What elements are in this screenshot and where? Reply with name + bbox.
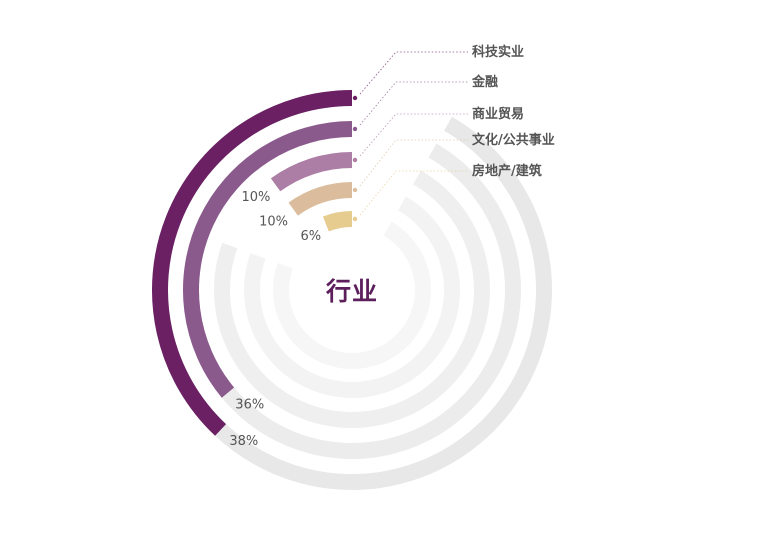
legend-label: 商业贸易	[472, 106, 524, 122]
legend-label: 房地产/建筑	[472, 163, 542, 179]
value-label: 38%	[229, 434, 258, 449]
legend-leader	[359, 170, 468, 216]
bar-商业贸易	[270, 152, 353, 192]
legend-dot	[352, 187, 358, 193]
value-label: 36%	[235, 398, 264, 413]
legend-dot	[352, 95, 358, 101]
legend-label: 文化/公共事业	[472, 132, 555, 148]
bar-房地产/建筑	[322, 211, 353, 232]
ring-track	[273, 221, 431, 369]
chart-title: 行业	[325, 277, 378, 306]
legend-dot	[352, 216, 358, 222]
ring-bars	[152, 90, 353, 436]
bar-金融	[183, 121, 353, 398]
bar-文化/公共事业	[288, 182, 353, 216]
legend-dot	[352, 157, 358, 163]
ring-track	[214, 170, 490, 428]
value-label: 6%	[300, 229, 321, 244]
legend-leader	[359, 139, 468, 187]
bar-科技实业	[152, 90, 353, 436]
legend-leader	[359, 51, 468, 95]
legend-label: 金融	[471, 74, 498, 90]
value-labels: 科技实业 38% 金融 36% 商业贸易 10% 文化/公共事业 10% 房地产/建筑 6%	[229, 44, 554, 449]
legend-label: 科技实业	[472, 44, 524, 60]
value-label: 10%	[259, 215, 288, 230]
ring-track	[244, 196, 460, 398]
legend-leader	[359, 81, 468, 126]
legend-leader	[359, 113, 468, 157]
legend-leaders	[352, 51, 468, 222]
value-label: 10%	[241, 190, 270, 205]
legend-dot	[352, 126, 358, 132]
